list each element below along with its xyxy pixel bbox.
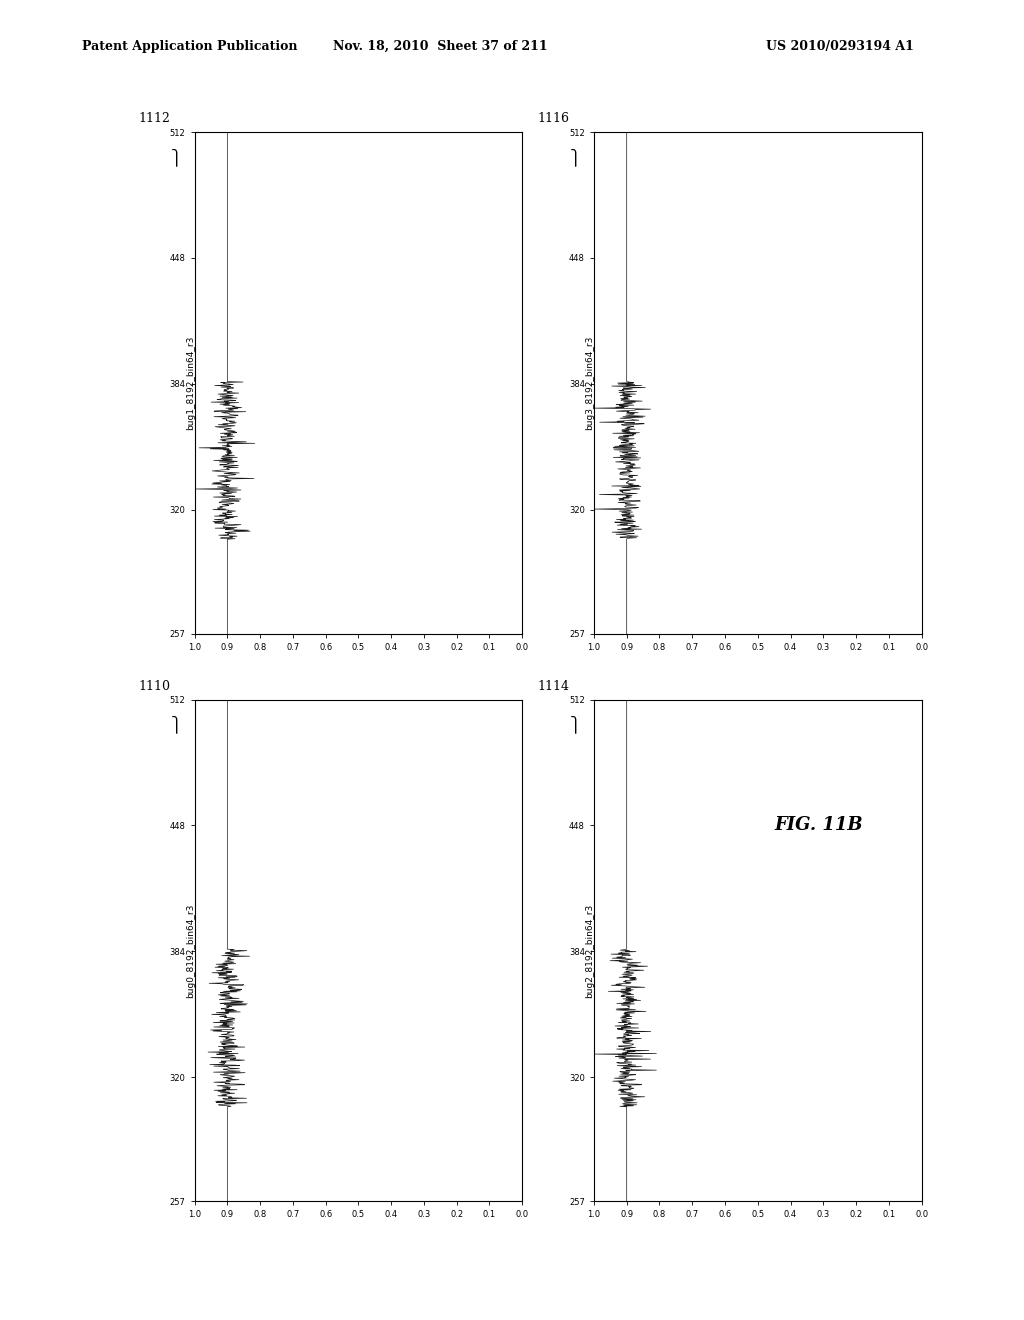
Text: 1112: 1112 bbox=[138, 112, 170, 125]
Text: ⎫: ⎫ bbox=[170, 148, 182, 165]
Text: ⎫: ⎫ bbox=[170, 715, 182, 733]
Text: ⎫: ⎫ bbox=[569, 715, 582, 733]
Text: US 2010/0293194 A1: US 2010/0293194 A1 bbox=[766, 40, 913, 53]
Text: 1110: 1110 bbox=[138, 680, 170, 693]
Text: FIG. 11B: FIG. 11B bbox=[775, 816, 863, 834]
Text: ⎫: ⎫ bbox=[569, 148, 582, 165]
Y-axis label: bug0_8192_bin64_r3: bug0_8192_bin64_r3 bbox=[186, 903, 195, 998]
Text: 1114: 1114 bbox=[538, 680, 569, 693]
Text: Patent Application Publication: Patent Application Publication bbox=[82, 40, 297, 53]
Text: 1116: 1116 bbox=[538, 112, 569, 125]
Y-axis label: bug2_8192_bin64_r3: bug2_8192_bin64_r3 bbox=[586, 903, 594, 998]
Y-axis label: bug1_8192_bin64_r3: bug1_8192_bin64_r3 bbox=[186, 335, 195, 430]
Y-axis label: bug3_8192_bin64_r3: bug3_8192_bin64_r3 bbox=[586, 335, 594, 430]
Text: Nov. 18, 2010  Sheet 37 of 211: Nov. 18, 2010 Sheet 37 of 211 bbox=[333, 40, 548, 53]
